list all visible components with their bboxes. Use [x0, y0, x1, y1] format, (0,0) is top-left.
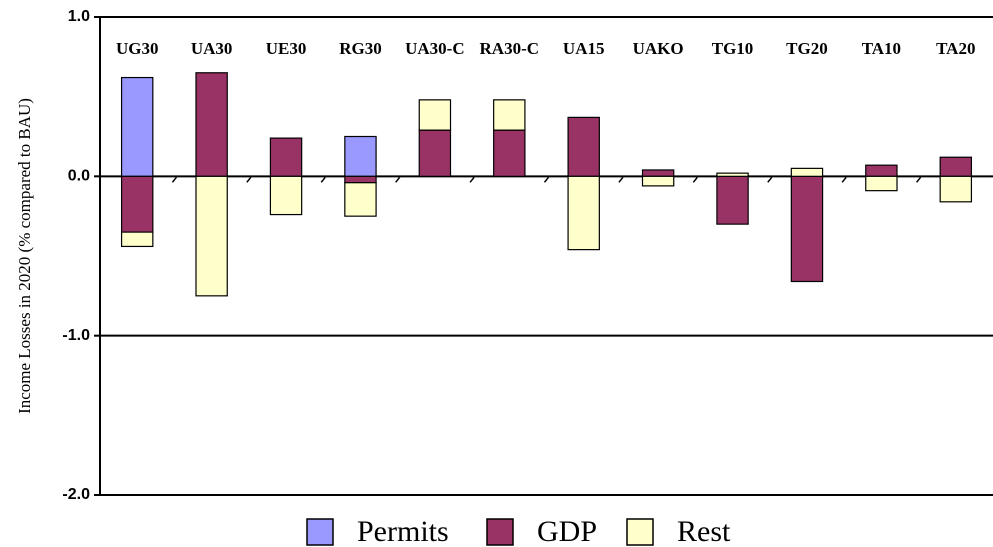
x-tick-label: RG30 — [339, 39, 382, 58]
x-tick-label: UA15 — [563, 39, 605, 58]
legend-label: Rest — [677, 515, 731, 547]
x-tick-label: UA30-C — [405, 39, 465, 58]
x-tick-label: UE30 — [266, 39, 307, 58]
bar-segment — [269, 137, 303, 177]
bar-segment — [493, 99, 526, 131]
x-tick — [543, 176, 550, 183]
x-tick — [915, 176, 922, 183]
bar-segment — [120, 175, 154, 233]
x-tick — [246, 176, 252, 183]
x-tick — [171, 176, 178, 183]
bar-segment — [790, 167, 824, 177]
bar-segment — [195, 72, 228, 177]
y-tick-label: -2.0 — [62, 486, 90, 503]
x-tick — [395, 176, 401, 183]
bar-segment — [120, 231, 154, 248]
x-tick — [841, 176, 847, 183]
bar-segment — [939, 156, 973, 177]
y-tick-label: 0.0 — [68, 168, 90, 185]
bar-segment — [716, 172, 749, 177]
x-tick — [618, 176, 624, 183]
legend-label: Permits — [357, 515, 449, 547]
x-tick-label: TA10 — [862, 39, 901, 58]
x-tick-label: UA30 — [191, 39, 233, 58]
x-tick-label: TG10 — [712, 39, 754, 58]
x-tick-label: UAKO — [633, 39, 684, 58]
legend-swatch — [626, 518, 654, 546]
bar-segment — [641, 169, 675, 177]
x-tick — [469, 176, 475, 183]
bar-segment — [865, 164, 898, 177]
bar-segment — [418, 99, 452, 131]
bar-segment — [344, 135, 377, 177]
x-tick — [320, 176, 326, 183]
bar-segment — [716, 175, 749, 225]
x-tick-label: TA20 — [936, 39, 975, 58]
bar-segment — [344, 175, 377, 184]
bar-segment — [865, 175, 898, 192]
bar-segment — [567, 116, 600, 177]
bar-segment — [939, 175, 973, 203]
bar-segment — [269, 175, 303, 216]
x-tick-label: TG20 — [786, 39, 828, 58]
x-tick — [692, 176, 698, 183]
x-tick-label: UG30 — [116, 39, 159, 58]
bar-segment — [195, 175, 228, 297]
y-axis-label: Income Losses in 2020 (% compared to BAU… — [15, 98, 34, 414]
bar-segment — [641, 175, 675, 187]
x-tick-label: RA30-C — [480, 39, 540, 58]
legend-swatch — [306, 518, 334, 546]
legend-swatch — [486, 518, 514, 546]
bar-segment — [790, 175, 824, 283]
bar-segment — [344, 182, 377, 217]
legend-label: GDP — [537, 515, 597, 547]
bar-segment — [493, 129, 526, 177]
y-tick-label: -1.0 — [62, 327, 90, 344]
bar-segment — [418, 129, 452, 177]
x-tick — [767, 176, 773, 183]
bar-segment — [567, 175, 600, 251]
bar-segment — [120, 76, 154, 177]
y-tick-label: 1.0 — [68, 8, 90, 25]
